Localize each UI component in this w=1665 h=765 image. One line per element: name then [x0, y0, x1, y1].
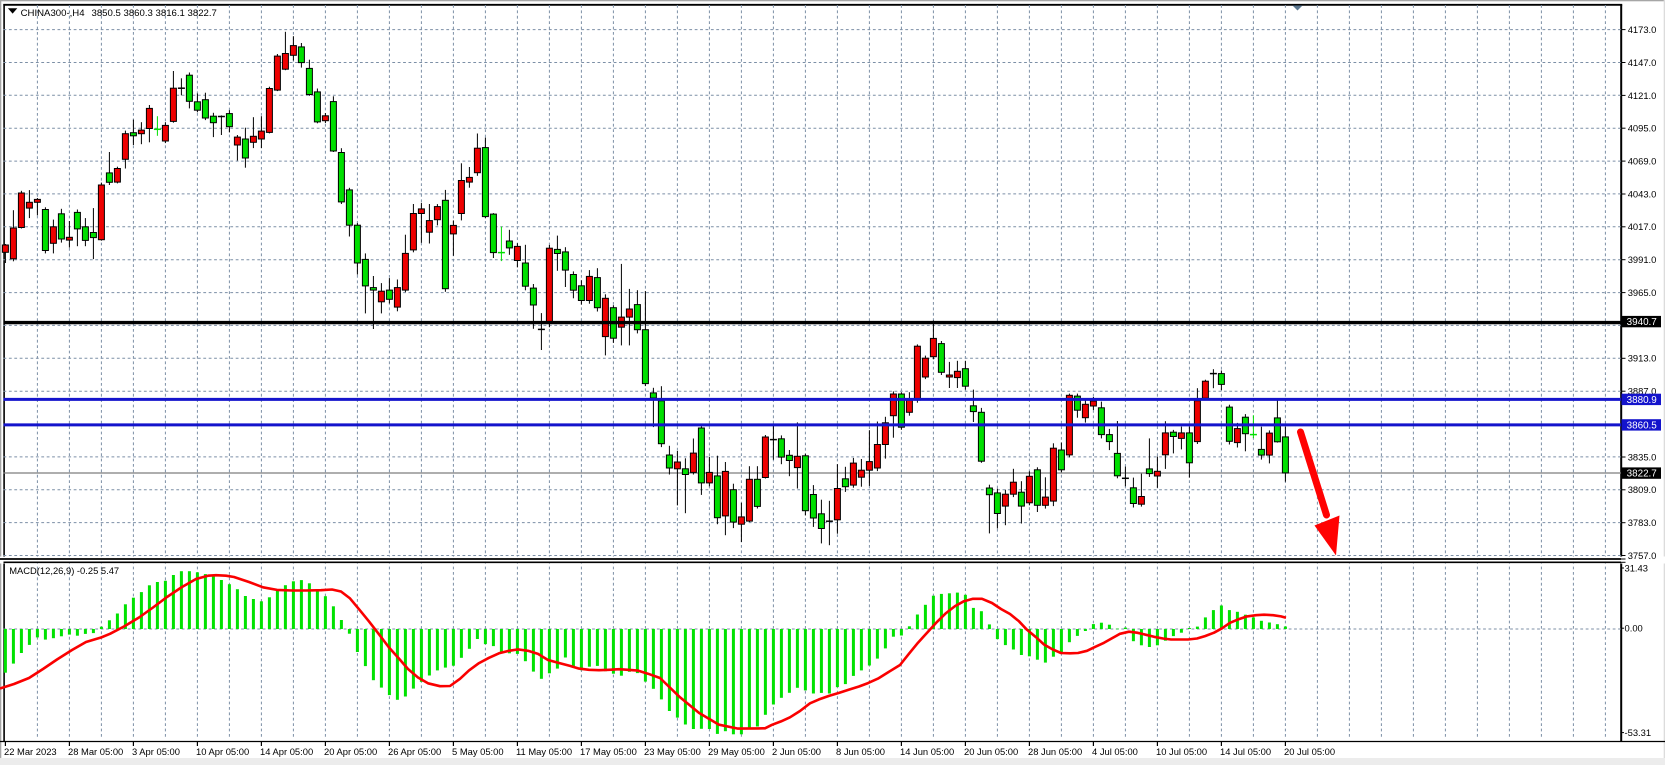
- svg-text:4147.0: 4147.0: [1628, 57, 1657, 68]
- svg-text:-53.31: -53.31: [1625, 727, 1652, 738]
- svg-text:20 Jun 05:00: 20 Jun 05:00: [964, 746, 1018, 757]
- svg-text:3880.9: 3880.9: [1627, 395, 1658, 406]
- svg-text:3783.0: 3783.0: [1628, 517, 1657, 528]
- svg-text:2 Jun 05:00: 2 Jun 05:00: [772, 746, 821, 757]
- svg-text:20 Jul 05:00: 20 Jul 05:00: [1284, 746, 1335, 757]
- svg-text:10 Apr 05:00: 10 Apr 05:00: [196, 746, 249, 757]
- svg-text:31.43: 31.43: [1625, 562, 1648, 573]
- svg-text:4095.0: 4095.0: [1628, 123, 1657, 134]
- svg-text:14 Apr 05:00: 14 Apr 05:00: [260, 746, 313, 757]
- svg-text:28 Mar 05:00: 28 Mar 05:00: [68, 746, 123, 757]
- svg-text:8 Jun 05:00: 8 Jun 05:00: [836, 746, 885, 757]
- svg-text:3822.7: 3822.7: [1627, 469, 1657, 480]
- svg-text:3940.7: 3940.7: [1627, 317, 1657, 328]
- svg-text:0.00: 0.00: [1625, 623, 1643, 634]
- svg-text:17 May 05:00: 17 May 05:00: [580, 746, 637, 757]
- svg-text:20 Apr 05:00: 20 Apr 05:00: [324, 746, 377, 757]
- svg-text:14 Jun 05:00: 14 Jun 05:00: [900, 746, 954, 757]
- svg-text:11 May 05:00: 11 May 05:00: [516, 746, 572, 757]
- svg-text:22 Mar 2023: 22 Mar 2023: [4, 746, 57, 757]
- svg-text:23 May 05:00: 23 May 05:00: [644, 746, 701, 757]
- svg-text:5 May 05:00: 5 May 05:00: [452, 746, 504, 757]
- svg-text:4043.0: 4043.0: [1628, 188, 1657, 199]
- svg-text:4 Jul 05:00: 4 Jul 05:00: [1092, 746, 1138, 757]
- svg-text:3991.0: 3991.0: [1628, 254, 1657, 265]
- svg-text:3965.0: 3965.0: [1628, 287, 1657, 298]
- svg-text:3887.0: 3887.0: [1628, 386, 1657, 397]
- svg-text:3809.0: 3809.0: [1628, 484, 1657, 495]
- svg-text:3913.0: 3913.0: [1628, 353, 1657, 364]
- svg-text:14 Jul 05:00: 14 Jul 05:00: [1220, 746, 1271, 757]
- svg-text:3860.5: 3860.5: [1627, 421, 1658, 432]
- svg-text:28 Jun 05:00: 28 Jun 05:00: [1028, 746, 1082, 757]
- svg-text:29 May 05:00: 29 May 05:00: [708, 746, 765, 757]
- svg-text:3850.5 3860.3 3816.1 3822.7: 3850.5 3860.3 3816.1 3822.7: [92, 8, 217, 19]
- svg-text:4017.0: 4017.0: [1628, 221, 1657, 232]
- svg-text:4069.0: 4069.0: [1628, 156, 1657, 167]
- svg-text:10 Jul 05:00: 10 Jul 05:00: [1156, 746, 1207, 757]
- svg-text:CHINA300-,H4: CHINA300-,H4: [21, 8, 86, 19]
- svg-text:26 Apr 05:00: 26 Apr 05:00: [388, 746, 441, 757]
- svg-text:MACD(12,26,9) -0.25 5.47: MACD(12,26,9) -0.25 5.47: [9, 565, 119, 576]
- svg-text:3757.0: 3757.0: [1628, 550, 1657, 561]
- svg-text:3 Apr 05:00: 3 Apr 05:00: [132, 746, 180, 757]
- svg-text:4173.0: 4173.0: [1628, 24, 1657, 35]
- svg-text:3835.0: 3835.0: [1628, 451, 1657, 462]
- svg-text:4121.0: 4121.0: [1628, 90, 1657, 101]
